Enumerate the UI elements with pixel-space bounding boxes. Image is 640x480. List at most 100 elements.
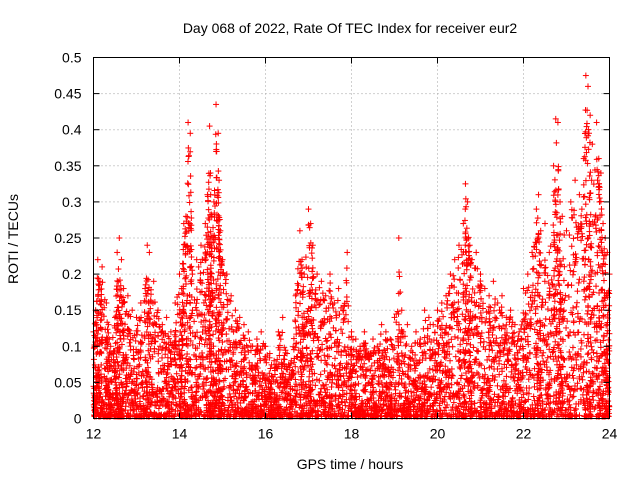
data-point bbox=[97, 286, 104, 293]
data-point bbox=[106, 336, 113, 343]
data-point bbox=[176, 271, 183, 278]
data-point bbox=[540, 358, 547, 365]
data-point bbox=[214, 186, 221, 193]
data-point bbox=[455, 305, 462, 312]
data-point bbox=[300, 283, 307, 290]
data-point bbox=[253, 336, 260, 343]
data-point bbox=[98, 379, 105, 386]
data-point bbox=[525, 301, 532, 308]
data-point bbox=[159, 354, 166, 361]
data-point bbox=[97, 325, 104, 332]
data-point bbox=[463, 225, 470, 232]
data-point bbox=[126, 339, 133, 346]
data-point bbox=[137, 299, 144, 306]
data-point bbox=[342, 402, 349, 409]
data-point bbox=[361, 328, 368, 335]
data-point bbox=[105, 396, 112, 403]
data-point bbox=[138, 332, 145, 339]
data-point bbox=[444, 297, 451, 304]
data-point bbox=[114, 277, 121, 284]
data-point bbox=[94, 330, 101, 337]
data-point bbox=[108, 401, 115, 408]
data-point bbox=[198, 242, 204, 249]
data-point bbox=[467, 273, 474, 280]
data-point bbox=[119, 384, 126, 391]
data-point bbox=[465, 242, 472, 249]
data-point bbox=[110, 351, 117, 358]
data-point bbox=[210, 198, 217, 205]
data-point bbox=[587, 112, 594, 119]
data-point bbox=[98, 316, 105, 323]
data-point bbox=[322, 292, 329, 299]
data-point bbox=[203, 252, 210, 259]
data-point bbox=[297, 300, 304, 307]
data-point bbox=[188, 208, 195, 215]
data-point bbox=[395, 235, 402, 241]
data-point bbox=[101, 304, 108, 311]
data-point bbox=[116, 349, 123, 356]
data-point bbox=[537, 249, 544, 256]
data-point bbox=[124, 292, 131, 299]
data-point bbox=[289, 367, 296, 374]
data-point bbox=[173, 319, 180, 326]
data-point bbox=[97, 374, 104, 381]
data-point bbox=[447, 357, 454, 364]
data-point bbox=[121, 357, 128, 364]
data-point bbox=[585, 83, 591, 90]
data-point bbox=[275, 328, 282, 335]
data-point bbox=[197, 270, 204, 277]
data-point bbox=[424, 325, 431, 332]
data-point bbox=[213, 101, 220, 108]
data-point bbox=[134, 375, 141, 382]
data-point bbox=[188, 263, 195, 270]
data-point bbox=[422, 317, 429, 324]
data-point bbox=[428, 384, 435, 391]
data-point bbox=[114, 401, 121, 408]
data-point bbox=[118, 303, 125, 310]
data-point bbox=[112, 385, 119, 392]
data-point bbox=[206, 336, 213, 343]
data-point bbox=[185, 181, 192, 188]
data-point bbox=[155, 405, 162, 412]
data-point bbox=[563, 227, 570, 234]
data-point bbox=[396, 393, 403, 400]
data-point bbox=[210, 331, 217, 338]
data-point bbox=[184, 213, 191, 220]
data-point bbox=[352, 382, 359, 389]
data-point bbox=[494, 382, 501, 389]
data-point bbox=[533, 206, 540, 213]
data-point bbox=[328, 383, 335, 390]
data-point bbox=[503, 321, 510, 328]
data-point bbox=[398, 307, 405, 314]
data-point bbox=[339, 330, 346, 337]
data-point bbox=[99, 339, 106, 346]
data-point bbox=[115, 374, 122, 381]
data-point bbox=[97, 340, 104, 347]
data-point bbox=[309, 264, 316, 271]
data-point bbox=[93, 321, 100, 328]
data-point bbox=[120, 335, 127, 342]
data-point bbox=[303, 344, 310, 351]
data-point bbox=[91, 361, 98, 368]
data-point bbox=[97, 301, 104, 308]
data-point bbox=[489, 347, 496, 354]
data-point bbox=[460, 220, 467, 227]
data-point bbox=[292, 317, 299, 324]
data-point bbox=[388, 336, 395, 343]
data-point bbox=[120, 285, 127, 292]
data-point bbox=[129, 307, 136, 314]
data-point bbox=[552, 115, 559, 122]
data-point bbox=[521, 329, 528, 336]
data-point bbox=[572, 177, 579, 184]
data-point bbox=[434, 307, 441, 314]
data-point bbox=[298, 269, 305, 276]
data-point bbox=[524, 271, 531, 278]
data-point bbox=[318, 278, 325, 285]
data-point bbox=[395, 290, 402, 297]
data-point bbox=[206, 318, 213, 325]
data-point bbox=[245, 349, 252, 356]
data-point bbox=[526, 307, 533, 314]
data-point bbox=[292, 363, 299, 370]
data-point bbox=[530, 265, 537, 272]
data-point bbox=[99, 279, 106, 286]
